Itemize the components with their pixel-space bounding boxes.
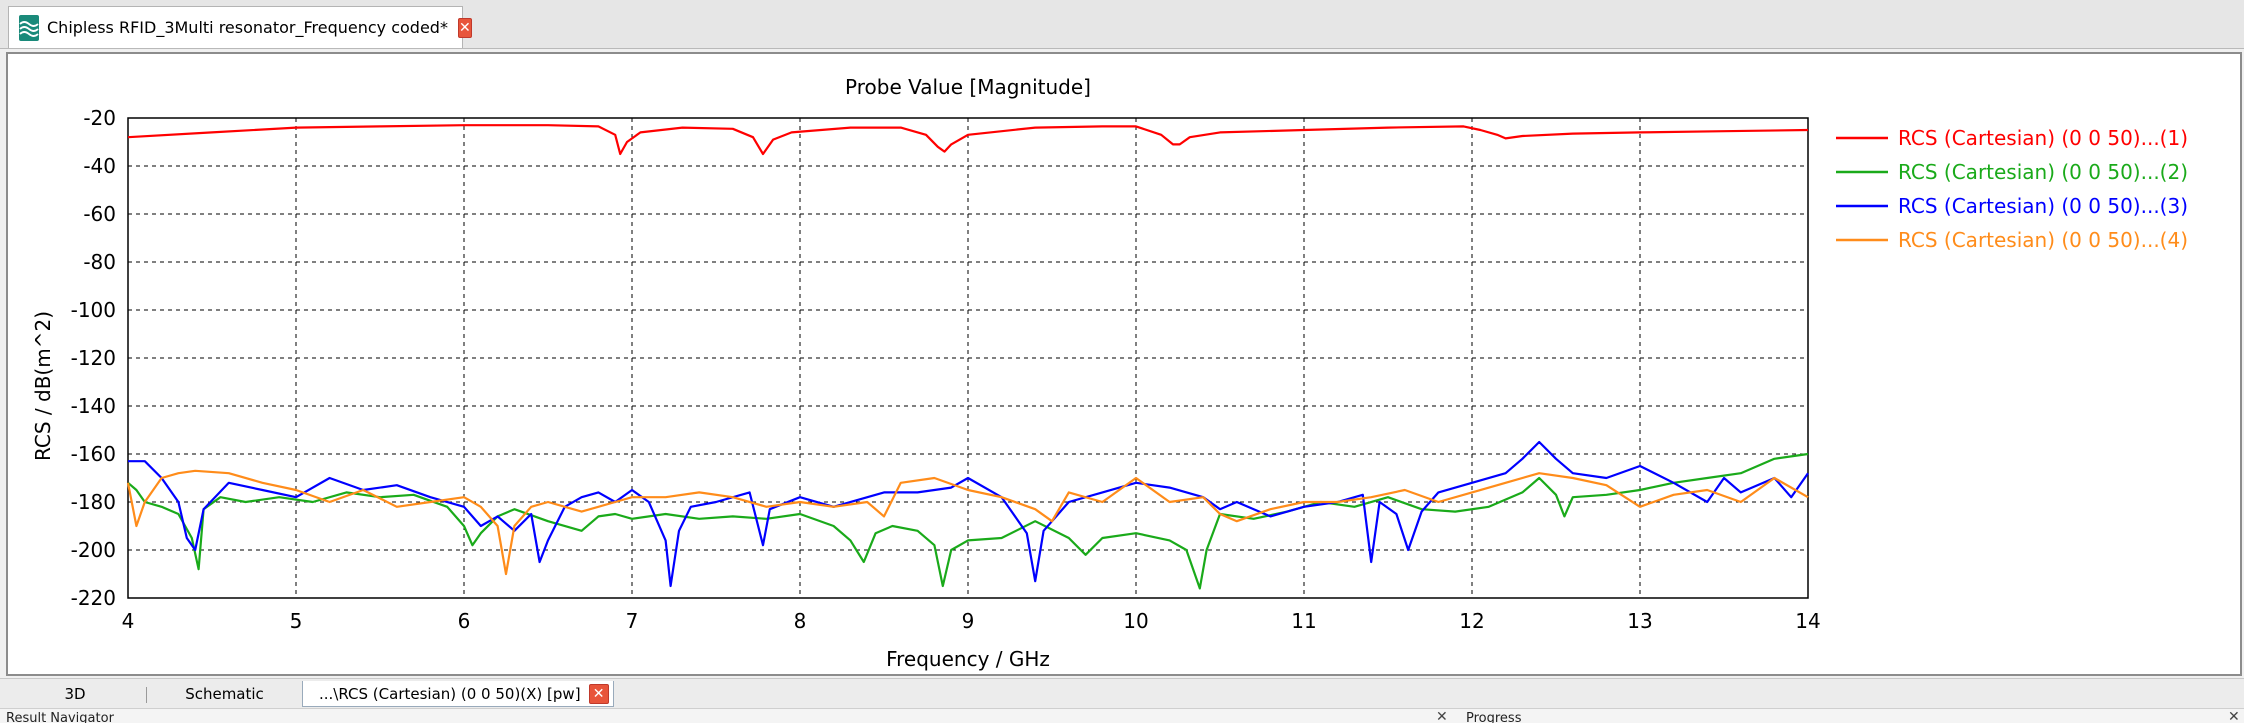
progress-panel-title: Progress [1466,711,1522,723]
tab-3d[interactable]: 3D [10,681,140,707]
series-line-4 [126,469,1809,576]
tab-schematic[interactable]: Schematic [152,681,297,707]
result-navigator-title: Result Navigator [6,711,114,723]
tab-divider [146,687,147,703]
series-line-2 [127,452,1809,590]
x-tick-label: 11 [1291,609,1316,633]
progress-panel-close-icon[interactable]: ✕ [2228,709,2240,723]
tab-schematic-label: Schematic [185,685,264,703]
y-tick-label: -140 [71,394,116,418]
x-tick-label: 13 [1627,609,1652,633]
x-tick-label: 14 [1795,609,1820,633]
legend-label-2: RCS (Cartesian) (0 0 50)...(2) [1898,160,2188,184]
x-tick-label: 6 [458,609,471,633]
tab-rcs-plot[interactable]: ...\RCS (Cartesian) (0 0 50)(X) [pw] ✕ [302,681,614,707]
y-axis-label: RCS / dB(m^2) [31,311,55,461]
document-tab[interactable]: Chipless RFID_3Multi resonator_Frequency… [8,6,472,48]
plot-window[interactable]: 4 5 6 7 8 9 10 11 12 13 14 -20 -40 -60 -80 -100 -120 -140… [6,52,2242,676]
series-line-1 [127,124,1809,156]
wave-icon [19,14,39,41]
y-tick-label: -220 [71,586,116,610]
x-tick-label: 8 [794,609,807,633]
y-tick-label: -100 [71,298,116,322]
tab-3d-label: 3D [64,685,86,703]
x-tick-label: 4 [122,609,135,633]
bottom-panels: Result Navigator ✕ Progress ✕ [0,708,2244,723]
document-tab-title: Chipless RFID_3Multi resonator_Frequency… [47,18,448,37]
legend-label-3: RCS (Cartesian) (0 0 50)...(3) [1898,194,2188,218]
view-tab-strip: 3D Schematic ...\RCS (Cartesian) (0 0 50… [0,678,2244,709]
document-tab-strip: Chipless RFID_3Multi resonator_Frequency… [0,0,2244,49]
y-tick-label: -80 [83,250,116,274]
x-tick-label: 10 [1123,609,1148,633]
x-tick-label: 7 [626,609,639,633]
legend-label-1: RCS (Cartesian) (0 0 50)...(1) [1898,126,2188,150]
y-tick-label: -20 [83,106,116,130]
x-tick-label: 12 [1459,609,1484,633]
x-tick-label: 9 [962,609,975,633]
x-axis-label: Frequency / GHz [886,647,1050,671]
y-tick-label: -180 [71,490,116,514]
tab-rcs-plot-label: ...\RCS (Cartesian) (0 0 50)(X) [pw] [319,684,581,703]
x-tick-label: 5 [290,609,303,633]
y-tick-label: -200 [71,538,116,562]
y-tick-label: -160 [71,442,116,466]
chart-title: Probe Value [Magnitude] [845,75,1091,99]
rcs-line-chart[interactable]: 4 5 6 7 8 9 10 11 12 13 14 -20 -40 -60 -80 -100 -120 -140… [8,54,2240,674]
series-line-3 [128,440,1809,588]
y-tick-label: -60 [83,202,116,226]
document-tab-close-icon[interactable]: ✕ [457,17,472,38]
tab-rcs-close-icon[interactable]: ✕ [588,683,609,704]
legend-label-4: RCS (Cartesian) (0 0 50)...(4) [1898,228,2188,252]
y-tick-label: -120 [71,346,116,370]
y-tick-label: -40 [83,154,116,178]
result-navigator-close-icon[interactable]: ✕ [1436,709,1448,723]
